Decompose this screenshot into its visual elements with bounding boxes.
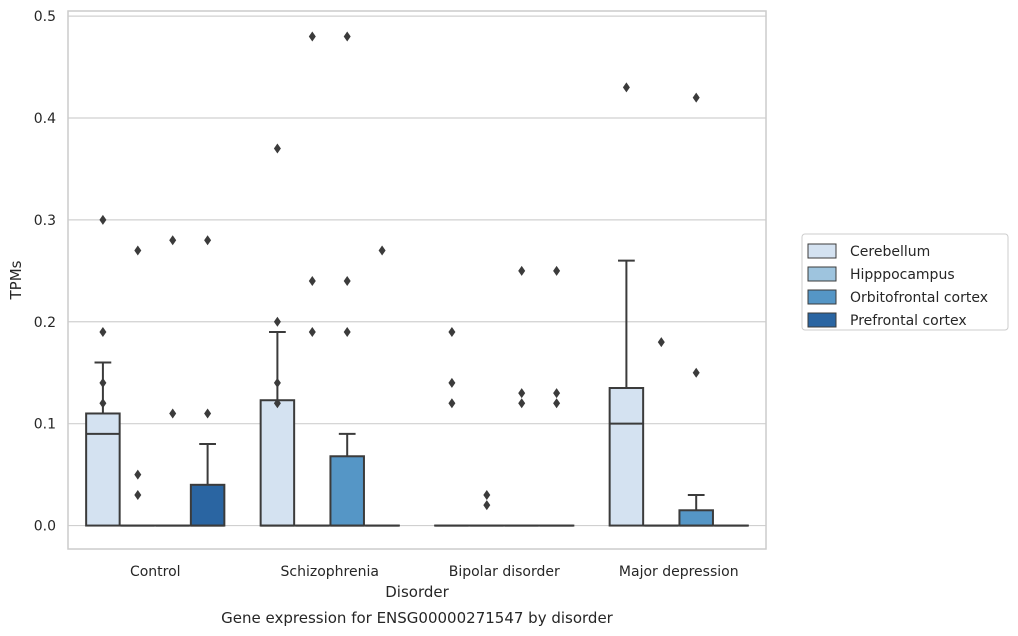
y-tick-labels: 0.0 0.1 0.2 0.3 0.4 0.5 [34, 9, 56, 534]
outlier-point [378, 245, 386, 256]
box-body [85, 412, 121, 527]
box-body [329, 455, 365, 527]
outlier-point [692, 92, 700, 103]
x-tick-labels: Control Schizophrenia Bipolar disorder Majo… [130, 564, 739, 580]
legend-swatch [807, 243, 837, 259]
outliers [99, 31, 700, 511]
legend-frame [801, 233, 1009, 331]
x-axis-label: Disorder [385, 583, 449, 601]
outlier-point [553, 265, 561, 276]
box-body [608, 387, 645, 527]
x-tick-label: Schizophrenia [281, 564, 379, 580]
outlier-point [518, 388, 526, 399]
outlier-point [99, 214, 107, 225]
box-body [678, 509, 714, 527]
outlier-point [692, 367, 700, 378]
outlier-point [518, 398, 526, 409]
legend-label: Orbitofrontal cortex [850, 290, 988, 306]
outlier-point [134, 489, 142, 500]
boxes [85, 259, 749, 527]
box-orbitofrontal-cortex [329, 432, 365, 527]
outlier-point [448, 398, 456, 409]
outlier-point [273, 316, 281, 327]
outlier-point [99, 326, 107, 337]
outlier-point [99, 398, 107, 409]
gridlines [68, 15, 766, 527]
plot-frame [67, 10, 767, 550]
x-tick-label: Major depression [619, 564, 739, 580]
outlier-point [622, 82, 630, 93]
y-tick-label: 0.2 [34, 315, 56, 331]
legend-label: Prefrontal cortex [850, 313, 967, 329]
box-body [259, 399, 296, 527]
chart-caption: Gene expression for ENSG00000271547 by d… [221, 609, 614, 627]
outlier-point [134, 245, 142, 256]
outlier-point [553, 398, 561, 409]
outlier-point [553, 388, 561, 399]
outlier-point [308, 276, 316, 287]
y-tick-label: 0.3 [34, 213, 56, 229]
box-cerebellum [259, 330, 296, 527]
outlier-point [99, 377, 107, 388]
box-body [189, 483, 226, 527]
box-prefrontal-cortex [189, 443, 226, 527]
outlier-point [169, 235, 177, 246]
outlier-point [204, 408, 212, 419]
legend: Cerebellum Hipppocampus Orbitofrontal cort… [801, 233, 1009, 331]
outlier-point [273, 377, 281, 388]
outlier-point [169, 408, 177, 419]
legend-swatch [807, 289, 837, 305]
outlier-point [343, 31, 351, 42]
outlier-point [343, 276, 351, 287]
y-tick-label: 0.5 [34, 9, 56, 25]
outlier-point [518, 265, 526, 276]
box-orbitofrontal-cortex [678, 493, 714, 527]
outlier-point [134, 469, 142, 480]
box-cerebellum [85, 361, 121, 527]
outlier-point [308, 31, 316, 42]
outlier-point [273, 398, 281, 409]
outlier-point [343, 326, 351, 337]
outlier-point [308, 326, 316, 337]
legend-swatch [807, 266, 837, 282]
outlier-point [657, 337, 665, 348]
y-tick-label: 0.4 [34, 111, 56, 127]
y-axis-label: TPMs [7, 260, 25, 300]
outlier-point [204, 235, 212, 246]
legend-label: Hipppocampus [850, 267, 955, 283]
y-tick-label: 0.0 [34, 519, 56, 535]
box-cerebellum [608, 259, 645, 527]
y-tick-label: 0.1 [34, 417, 56, 433]
x-tick-label: Bipolar disorder [449, 564, 560, 580]
outlier-point [483, 500, 491, 511]
outlier-point [483, 489, 491, 500]
legend-label: Cerebellum [850, 244, 930, 260]
outlier-point [273, 143, 281, 154]
outlier-point [448, 377, 456, 388]
outlier-point [448, 326, 456, 337]
x-tick-label: Control [130, 564, 181, 580]
legend-swatch [807, 312, 837, 328]
